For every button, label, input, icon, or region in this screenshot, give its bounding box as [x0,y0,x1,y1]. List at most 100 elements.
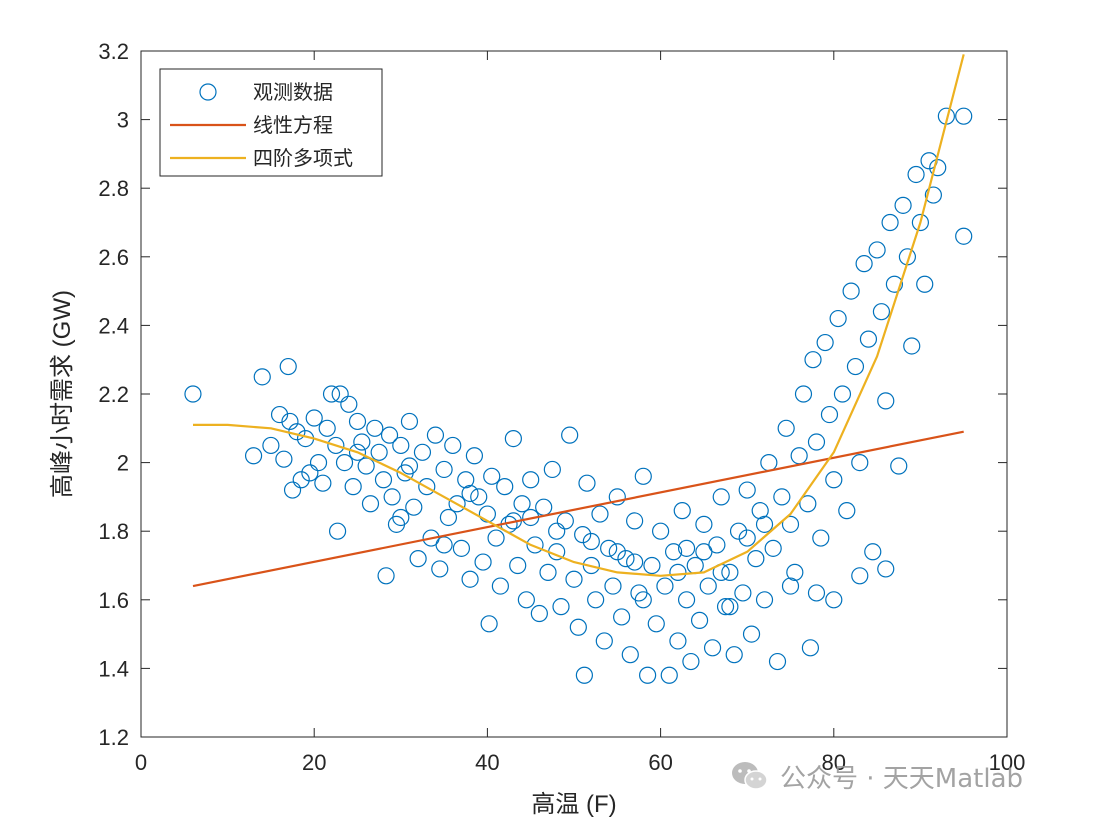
data-point [392,436,410,455]
data-point [361,495,380,513]
data-point [682,652,700,671]
data-point [370,443,388,461]
x-tick-label: 40 [475,750,499,775]
data-point [626,553,644,571]
data-point [738,481,756,499]
data-point [695,543,713,561]
data-point [613,608,631,626]
data-point [575,666,593,684]
data-point [924,186,942,204]
y-axis-label: 高峰小时需求 (GW) [49,290,76,498]
data-point [734,584,752,602]
data-point [656,577,674,595]
data-point [340,395,358,413]
data-point [643,556,661,575]
data-point [804,351,822,369]
data-point [600,539,618,557]
data-point [634,467,652,485]
data-point [725,646,743,664]
data-point [578,474,596,492]
data-point [426,426,445,444]
y-tick-label: 2.8 [98,176,129,201]
legend-marker-circle [199,83,217,101]
data-point [712,488,730,506]
data-point [721,563,739,581]
data-point [781,577,800,595]
data-point [664,543,683,561]
x-tick-label: 60 [648,750,672,775]
data-point [301,464,319,482]
data-point [309,454,328,472]
data-point [781,515,800,533]
data-point [418,478,436,496]
data-point [374,471,393,489]
data-point [400,457,419,475]
data-point [184,385,202,403]
x-tick-label: 20 [302,750,326,775]
data-point [530,604,548,623]
watermark-text: 公众号 · 天天Matlab [780,764,1024,794]
data-point [262,436,280,455]
data-point [539,563,557,581]
data-point [587,591,605,609]
data-point [565,570,583,588]
data-point [405,498,423,516]
y-tick-label: 1.2 [98,725,129,750]
data-point [703,639,722,657]
data-point [439,508,458,527]
data-point [755,515,774,533]
data-point [569,618,587,636]
data-point [751,502,769,520]
data-point [348,443,367,461]
data-point [591,505,609,523]
data-point [452,539,471,557]
data-point [491,577,509,595]
data-point [755,591,774,609]
data-point [608,488,626,506]
data-point [955,227,973,245]
x-tick-label: 0 [135,750,147,775]
data-point [487,529,505,547]
data-point [677,591,696,609]
data-point [335,454,354,472]
data-point [279,357,297,376]
data-point [955,107,973,125]
data-point [859,330,878,348]
data-point [825,471,843,489]
data-point [435,460,453,479]
data-point [838,502,856,520]
legend-entry-label: 四阶多项式 [253,146,353,170]
data-point [517,591,535,609]
series-quartic-fit-line [193,54,965,577]
y-tick-label: 1.4 [98,656,129,681]
data-point [846,357,865,376]
data-point [851,567,869,585]
y-tick-label: 3 [117,108,129,133]
data-point [669,632,687,650]
data-point [807,584,826,602]
legend-entry-label: 线性方程 [253,113,333,137]
x-tick-label: 100 [989,750,1026,775]
data-point [413,443,432,461]
data-point [474,553,492,571]
data-point [794,385,813,403]
data-point [773,488,791,506]
data-point [366,419,384,437]
data-point [673,502,691,520]
data-point [377,567,395,585]
data-point [634,591,652,609]
data-point [281,412,299,431]
legend-entry-label: 观测数据 [253,80,333,104]
data-point [526,536,544,554]
data-point [894,196,912,214]
y-tick-label: 1.8 [98,519,129,544]
data-point [829,309,847,328]
data-point [244,447,263,465]
data-point [639,666,657,684]
data-point [435,536,453,554]
data-point [742,625,761,643]
y-tick-label: 2 [117,451,129,476]
data-point [496,478,514,496]
